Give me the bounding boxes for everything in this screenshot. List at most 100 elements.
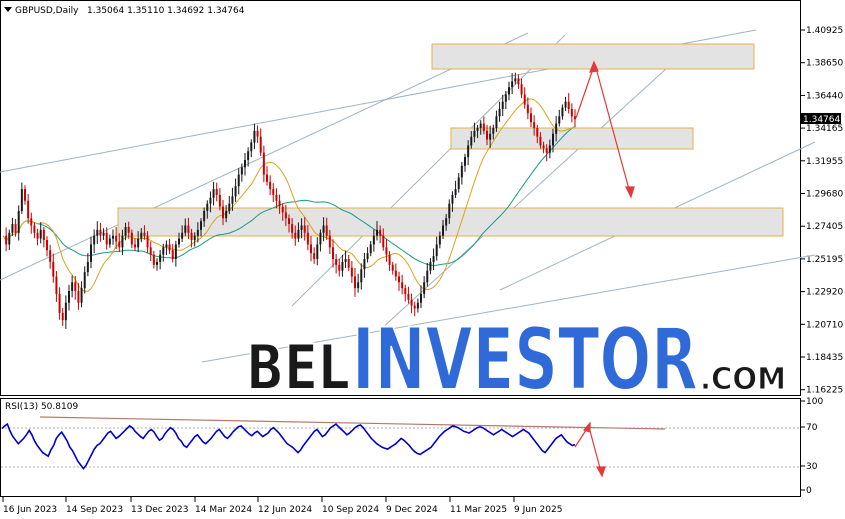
price-tick-label: 1.25195 — [806, 255, 843, 265]
candle-body — [442, 225, 444, 236]
candle-body — [344, 258, 347, 262]
time-tick-label: 14 Sep 2023 — [66, 505, 123, 515]
ma-slow-line — [2, 125, 576, 266]
candle-body — [174, 244, 177, 259]
trend-line-channel-c[interactable] — [379, 66, 669, 331]
candle-body — [30, 218, 33, 226]
candle-body — [68, 291, 70, 303]
candle-body — [14, 224, 17, 233]
candle-body — [536, 127, 539, 137]
candle-body — [266, 174, 268, 182]
rsi-trend-line[interactable] — [39, 416, 666, 430]
trend-line-channel-b[interactable] — [291, 34, 566, 307]
time-axis: 16 Jun 2023 14 Sep 2023 13 Dec 2023 14 Mar … — [2, 497, 562, 515]
support-zone-bottom[interactable] — [117, 207, 784, 237]
candle-body — [530, 113, 532, 123]
candle-body — [319, 232, 322, 245]
candle-body — [222, 206, 224, 219]
candle-body — [360, 269, 363, 283]
candle-body — [457, 177, 460, 190]
candle-body — [36, 232, 39, 239]
candle-body — [479, 123, 482, 128]
candle-body — [498, 109, 501, 117]
candle-body — [115, 235, 118, 242]
candle-body — [423, 282, 426, 294]
time-tick-label: 16 Jun 2023 — [3, 505, 57, 515]
candle-body — [294, 232, 297, 239]
candle-body — [341, 261, 344, 271]
candle-body — [137, 238, 140, 248]
trend-line-lower[interactable] — [201, 254, 816, 363]
candle-body — [83, 272, 86, 289]
candle-body — [426, 270, 429, 283]
candle-body — [146, 235, 149, 248]
candle-body — [394, 270, 397, 277]
candle-body — [71, 282, 74, 292]
candle-body — [99, 229, 102, 236]
candle-body — [24, 189, 26, 201]
candle-body — [181, 232, 184, 239]
candle-body — [203, 210, 206, 222]
candle-body — [102, 232, 105, 236]
price-tick-label: 1.31955 — [806, 157, 843, 167]
candle-body — [42, 229, 45, 241]
forecast-arrow-down[interactable] — [595, 67, 631, 194]
candle-body — [168, 244, 171, 251]
candle-body — [388, 254, 391, 265]
triangle-down-icon[interactable] — [4, 7, 12, 12]
current-price-label: 1.34764 — [803, 115, 840, 125]
rsi-line — [1, 422, 576, 470]
candle-body — [253, 130, 256, 143]
candle-body — [338, 264, 341, 271]
candle-body — [372, 235, 375, 245]
forecast-arrow-up[interactable] — [575, 65, 595, 119]
candle-body — [542, 145, 545, 149]
candle-body — [259, 136, 262, 153]
candle-body — [159, 254, 162, 262]
candle-body — [212, 189, 215, 198]
moving-average-slow — [2, 125, 576, 266]
candle-body — [555, 123, 558, 134]
rsi-arrows[interactable] — [574, 421, 606, 478]
candlesticks — [5, 72, 576, 329]
candle-body — [275, 194, 278, 201]
rsi-tick-label: 70 — [806, 423, 818, 433]
candle-body — [432, 256, 435, 262]
candle-body — [303, 225, 306, 233]
candle-body — [413, 305, 416, 309]
candle-body — [244, 159, 246, 168]
candle-body — [300, 225, 303, 230]
candle-body — [269, 181, 272, 190]
candle-body — [316, 244, 319, 259]
rsi-panel[interactable] — [0, 398, 801, 497]
symbol-label: GBPUSD,Daily — [15, 6, 79, 16]
candle-body — [46, 240, 48, 251]
candle-body — [162, 247, 165, 255]
candle-body — [369, 244, 372, 254]
candle-body — [398, 276, 400, 283]
candle-body — [118, 241, 121, 248]
candle-body — [297, 229, 300, 239]
candle-body — [501, 101, 504, 110]
candle-body — [548, 145, 551, 153]
candle-body — [121, 235, 124, 248]
time-tick-label: 14 Mar 2024 — [195, 505, 252, 515]
candle-body — [55, 276, 58, 294]
candle-body — [33, 225, 36, 233]
candle-body — [64, 302, 67, 321]
candle-body — [363, 258, 366, 270]
candle-body — [39, 229, 42, 239]
candle-body — [281, 206, 284, 213]
candle-body — [454, 189, 457, 195]
candle-body — [149, 247, 152, 255]
candle-body — [508, 87, 510, 95]
candle-body — [152, 254, 155, 265]
candle-body — [130, 232, 133, 245]
candle-body — [77, 291, 80, 303]
rsi-label: RSI(13) 50.8109 — [5, 402, 78, 412]
candle-body — [435, 244, 438, 257]
candle-body — [74, 282, 77, 292]
forecast-arrows[interactable] — [575, 60, 635, 199]
candle-body — [190, 232, 193, 241]
